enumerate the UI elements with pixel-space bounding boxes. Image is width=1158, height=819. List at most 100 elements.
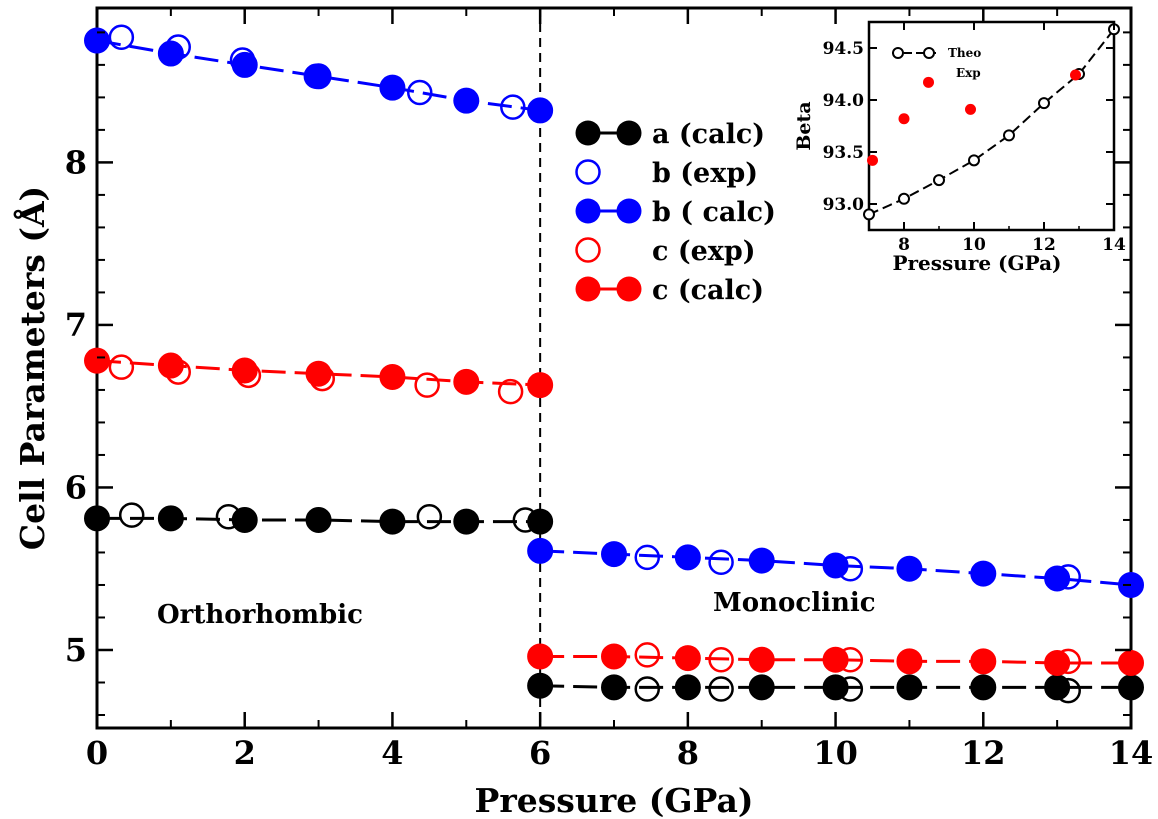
data-point-c-calc <box>1118 649 1144 676</box>
inset-data-point-exp <box>965 103 976 115</box>
main-y-axis-label: Cell Parameters (Å) <box>12 186 52 550</box>
inset-data-point-theo <box>968 154 980 167</box>
inset-data-point-exp <box>898 113 910 125</box>
main-plot-axes: 0 2 4 6 8 10 12 14 5 6 7 8 <box>65 8 1154 772</box>
inset-x-tick-label: 8 <box>898 235 910 255</box>
x-tick-label: 14 <box>1109 734 1154 772</box>
data-point-b-exp <box>634 544 660 571</box>
data-point-c-calc <box>231 357 258 384</box>
inset-x-axis-label: Pressure (GPa) <box>892 251 1061 275</box>
data-point-c-exp <box>108 354 135 380</box>
data-point-c-calc <box>157 352 184 379</box>
data-point-c-calc <box>970 648 997 675</box>
inset-y-tick-label: 94.0 <box>823 91 865 111</box>
data-point-a-calc <box>1118 674 1144 701</box>
data-point-c-calc <box>601 643 627 670</box>
data-point-b-calc <box>896 555 923 582</box>
data-point-a-calc <box>157 505 184 532</box>
x-tick-label: 0 <box>86 734 108 772</box>
inset-data-point-theo <box>933 174 945 187</box>
legend-marker-b-calc <box>616 198 642 224</box>
legend-marker-b-exp <box>575 159 601 185</box>
data-point-c-calc <box>822 646 849 673</box>
data-point-b-calc <box>970 560 997 587</box>
data-point-b-calc <box>601 541 627 568</box>
data-point-b-calc <box>527 537 554 564</box>
legend-label-b-calc: b ( calc) <box>652 197 776 228</box>
inset-data-point-theo <box>1038 97 1050 110</box>
inset-y-axis-label: Beta <box>793 101 815 150</box>
data-point-c-exp <box>414 372 440 398</box>
data-point-c-exp <box>708 646 734 673</box>
data-point-a-calc <box>379 508 406 535</box>
data-point-a-exp <box>118 502 145 528</box>
legend-label-a-calc: a (calc) <box>652 119 765 150</box>
inset-legend-marker-theo <box>892 47 904 59</box>
inset-x-tick-label: 14 <box>1102 235 1126 255</box>
data-point-a-calc <box>527 672 554 699</box>
data-point-b-exp <box>500 94 526 120</box>
orthorhombic-annotation: Orthorhombic <box>157 600 363 630</box>
data-point-a-calc <box>601 674 627 701</box>
data-point-c-calc <box>379 363 406 390</box>
inset-y-tick-label: 93.5 <box>823 143 864 163</box>
data-point-a-calc <box>748 674 775 701</box>
data-point-c-calc <box>305 360 332 387</box>
inset-plot-axes: 8 10 12 14 93.0 93.5 94.0 94.5 <box>823 22 1126 255</box>
data-point-a-calc <box>1044 674 1071 701</box>
legend-label-c-calc: c (calc) <box>652 275 764 306</box>
inset-legend-label-exp: Exp <box>956 66 981 80</box>
data-point-c-calc <box>896 648 923 675</box>
data-point-c-calc <box>1044 649 1071 676</box>
data-point-a-calc <box>674 674 701 701</box>
data-point-c-exp <box>634 642 660 668</box>
inset-legend-label-theo: Theo <box>948 46 981 60</box>
data-point-a-calc <box>231 506 258 533</box>
data-point-c-calc <box>527 372 554 399</box>
y-tick-label: 6 <box>65 468 87 506</box>
legend-marker-c-exp <box>575 237 601 263</box>
monoclinic-annotation: Monoclinic <box>713 588 876 618</box>
data-point-b-calc <box>527 97 554 124</box>
inset-y-tick-label: 93.0 <box>823 195 865 215</box>
legend-label-b-exp: b (exp) <box>652 158 758 189</box>
main-legend: a (calc) b (exp) b ( calc) c (exp) c (calc) <box>575 119 776 306</box>
inset-x-tick-label: 12 <box>1032 235 1056 255</box>
data-point-c-calc <box>84 347 110 374</box>
y-tick-label: 8 <box>65 143 87 181</box>
data-point-b-calc <box>748 547 775 574</box>
data-point-a-calc <box>896 674 923 701</box>
data-point-a-exp <box>708 676 734 702</box>
data-point-b-calc <box>84 27 110 54</box>
y-tick-label: 5 <box>65 631 87 669</box>
data-point-a-calc <box>305 506 332 533</box>
data-point-b-calc <box>674 544 701 571</box>
data-point-b-exp <box>708 549 734 575</box>
inset-x-tick-label: 10 <box>962 235 986 255</box>
data-point-b-calc <box>231 51 258 78</box>
data-point-a-calc <box>970 674 997 701</box>
data-point-b-calc <box>157 40 184 67</box>
y-tick-label: 7 <box>65 306 87 344</box>
data-point-c-exp <box>497 378 524 405</box>
data-point-b-calc <box>453 87 480 114</box>
legend-marker-a-calc <box>575 120 601 146</box>
data-point-b-exp <box>407 79 433 106</box>
inset-legend: Theo Exp <box>892 46 981 80</box>
data-point-b-exp <box>108 24 135 51</box>
inset-plot-marks <box>863 23 1120 221</box>
x-tick-label: 6 <box>529 734 551 772</box>
data-point-c-calc <box>748 646 775 673</box>
inset-data-point-theo <box>898 192 910 205</box>
data-point-c-calc <box>674 645 701 672</box>
inset-y-tick-label: 94.5 <box>823 39 864 59</box>
x-tick-label: 2 <box>234 734 256 772</box>
data-point-b-calc <box>1044 565 1071 592</box>
x-tick-label: 8 <box>677 734 699 772</box>
data-point-a-calc <box>453 508 480 535</box>
inset-data-point-exp <box>923 76 934 88</box>
x-tick-label: 4 <box>381 734 403 772</box>
legend-marker-c-calc <box>616 276 642 302</box>
legend-marker-c-calc <box>575 276 601 302</box>
